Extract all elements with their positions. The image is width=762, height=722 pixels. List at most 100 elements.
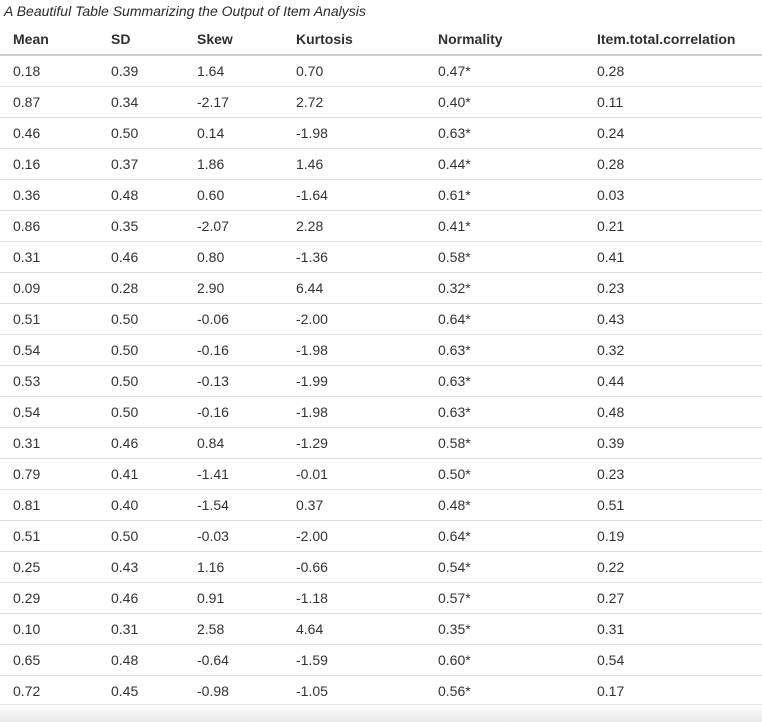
table-row: 0.54 0.50 -0.16 -1.98 0.63* 0.48	[0, 396, 762, 428]
table-cell: -0.66	[283, 551, 425, 583]
table-cell: 0.51	[0, 303, 98, 335]
table-cell: -1.36	[283, 241, 425, 273]
table-row: 0.81 0.40 -1.54 0.37 0.48* 0.51	[0, 489, 762, 521]
table-row: 0.36 0.48 0.60 -1.64 0.61* 0.03	[0, 179, 762, 211]
table-cell: -0.13	[184, 365, 283, 397]
table-cell: 0.72	[0, 675, 98, 707]
table-cell: 1.86	[184, 148, 283, 180]
column-header: SD	[98, 23, 184, 56]
table-cell: 0.79	[0, 458, 98, 490]
table-cell: 1.46	[283, 148, 425, 180]
table-cell: -0.16	[184, 396, 283, 428]
table-cell: 0.31	[0, 241, 98, 273]
table-cell: 0.48	[98, 644, 184, 676]
table-cell: 0.41	[584, 241, 762, 273]
table-cell: 0.63*	[425, 117, 584, 149]
table-row: 0.51 0.50 -0.06 -2.00 0.64* 0.43	[0, 303, 762, 335]
bottom-fade-strip	[0, 704, 762, 722]
header-row: Mean SD Skew Kurtosis Normality Item.total.co…	[0, 23, 762, 56]
table-cell: 0.16	[0, 148, 98, 180]
table-cell: 0.50	[98, 365, 184, 397]
column-header: Kurtosis	[283, 23, 425, 56]
table-cell: 0.40*	[425, 86, 584, 118]
table-cell: 0.31	[98, 613, 184, 645]
table-cell: 6.44	[283, 272, 425, 304]
table-cell: 0.28	[584, 55, 762, 87]
table-cell: -2.17	[184, 86, 283, 118]
table-cell: 0.50*	[425, 458, 584, 490]
table-cell: 0.41	[98, 458, 184, 490]
table-cell: 2.90	[184, 272, 283, 304]
table-cell: 0.23	[584, 272, 762, 304]
table-cell: 1.64	[184, 55, 283, 87]
table-cell: 0.10	[0, 613, 98, 645]
table-cell: 0.48	[98, 179, 184, 211]
table-cell: 0.11	[584, 86, 762, 118]
table-row: 0.51 0.50 -0.03 -2.00 0.64* 0.19	[0, 520, 762, 552]
table-cell: -0.64	[184, 644, 283, 676]
table-cell: 0.48*	[425, 489, 584, 521]
table-cell: 0.87	[0, 86, 98, 118]
table-cell: 0.58*	[425, 427, 584, 459]
table-cell: 0.60	[184, 179, 283, 211]
table-cell: -1.05	[283, 675, 425, 707]
table-cell: 0.28	[98, 272, 184, 304]
table-cell: 0.37	[98, 148, 184, 180]
column-header: Mean	[0, 23, 98, 56]
table-cell: 0.24	[584, 117, 762, 149]
table-cell: -1.98	[283, 396, 425, 428]
table-cell: 0.36	[0, 179, 98, 211]
table-cell: 1.16	[184, 551, 283, 583]
table-cell: 0.80	[184, 241, 283, 273]
table-cell: 0.50	[98, 117, 184, 149]
table-cell: 0.35*	[425, 613, 584, 645]
table-cell: 0.46	[98, 427, 184, 459]
table-cell: 0.27	[584, 582, 762, 614]
table-row: 0.31 0.46 0.84 -1.29 0.58* 0.39	[0, 427, 762, 459]
table-row: 0.87 0.34 -2.17 2.72 0.40* 0.11	[0, 86, 762, 118]
table-row: 0.53 0.50 -0.13 -1.99 0.63* 0.44	[0, 365, 762, 397]
table-cell: -1.64	[283, 179, 425, 211]
table-row: 0.25 0.43 1.16 -0.66 0.54* 0.22	[0, 551, 762, 583]
table-cell: 0.18	[0, 55, 98, 87]
table-cell: 0.32	[584, 334, 762, 366]
table-cell: 0.86	[0, 210, 98, 242]
table-cell: 0.63*	[425, 334, 584, 366]
table-cell: 0.29	[0, 582, 98, 614]
table-cell: -0.06	[184, 303, 283, 335]
table-cell: 2.58	[184, 613, 283, 645]
table-cell: 0.21	[584, 210, 762, 242]
table-cell: 0.47*	[425, 55, 584, 87]
table-cell: -1.99	[283, 365, 425, 397]
table-cell: 0.61*	[425, 179, 584, 211]
table-cell: 0.43	[98, 551, 184, 583]
table-cell: 0.64*	[425, 303, 584, 335]
table-cell: -0.16	[184, 334, 283, 366]
table-cell: 0.44*	[425, 148, 584, 180]
table-cell: 0.09	[0, 272, 98, 304]
table-row: 0.86 0.35 -2.07 2.28 0.41* 0.21	[0, 210, 762, 242]
table-cell: 0.22	[584, 551, 762, 583]
table-header: Mean SD Skew Kurtosis Normality Item.total.co…	[0, 23, 762, 56]
table-cell: 0.54	[0, 334, 98, 366]
table-cell: 0.56*	[425, 675, 584, 707]
table-cell: 0.63*	[425, 396, 584, 428]
table-row: 0.79 0.41 -1.41 -0.01 0.50* 0.23	[0, 458, 762, 490]
table-cell: 0.43	[584, 303, 762, 335]
table-cell: 0.41*	[425, 210, 584, 242]
table-cell: 0.50	[98, 303, 184, 335]
table-cell: 0.35	[98, 210, 184, 242]
table-cell: 0.46	[98, 241, 184, 273]
table-cell: 0.19	[584, 520, 762, 552]
table-cell: 0.50	[98, 520, 184, 552]
table-row: 0.16 0.37 1.86 1.46 0.44* 0.28	[0, 148, 762, 180]
table-cell: 0.17	[584, 675, 762, 707]
table-cell: 0.50	[98, 396, 184, 428]
table-cell: 0.39	[584, 427, 762, 459]
table-row: 0.09 0.28 2.90 6.44 0.32* 0.23	[0, 272, 762, 304]
column-header: Skew	[184, 23, 283, 56]
table-cell: 0.40	[98, 489, 184, 521]
table-row: 0.31 0.46 0.80 -1.36 0.58* 0.41	[0, 241, 762, 273]
table-cell: 0.60*	[425, 644, 584, 676]
table-cell: 0.28	[584, 148, 762, 180]
